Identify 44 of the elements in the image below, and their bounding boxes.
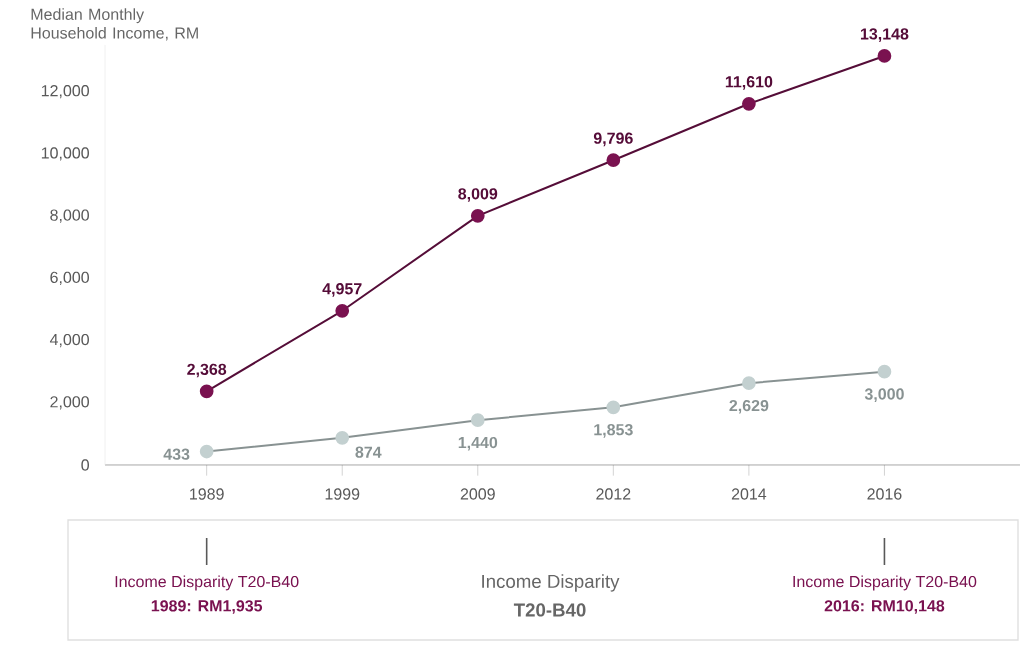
text: T20-B40 [513,603,586,617]
text: Income Disparity [482,574,620,592]
point [742,96,756,111]
text: 1989: RM1,935 [151,600,263,614]
point [606,153,621,168]
y-tick-label: 6,000 [50,271,89,285]
point [742,376,756,391]
data-label: 2,368 [187,363,227,378]
data-label: 874 [355,446,382,458]
data-label: 13,148 [860,28,909,42]
text: Income Disparity T20-B40 [793,575,977,591]
data-label: 4,957 [322,283,362,297]
y-tick-label: 0 [81,459,90,471]
x-tick-label: 2009 [460,488,495,500]
data-label: 2,629 [729,399,769,414]
data-label: 8,009 [458,188,498,202]
y-tick-label: 12,000 [41,85,89,99]
point [606,400,621,415]
x-tick-label: 2016 [867,488,902,500]
y-tick-label: 4,000 [49,333,89,348]
data-label: 1,853 [594,424,633,438]
y-axis-title: Median Monthly Household Income, RM [31,8,198,41]
point [199,444,214,459]
y-tick-label: 10,000 [41,147,89,161]
data-label: 11,610 [725,76,773,90]
point [470,413,485,428]
point [470,208,485,223]
x-tick-label: 1999 [325,488,360,500]
x-tick-label: 2012 [596,488,631,500]
y-tick-label: 2,000 [50,396,89,410]
data-label: 9,796 [593,132,633,147]
data-label: 1,440 [458,436,498,451]
point [877,49,892,63]
point [335,303,350,318]
data-label: 433 [163,448,190,460]
point [335,430,350,445]
x-tick-label: 1989 [190,488,224,500]
point [199,384,214,399]
x-tick-label: 2014 [731,488,767,500]
point [877,364,892,379]
text: Income Disparity T20-B40 [115,575,299,591]
y-tick-label: 8,000 [50,209,89,223]
data-label: 3,000 [864,388,904,402]
text: 2016: RM10,148 [824,600,945,614]
